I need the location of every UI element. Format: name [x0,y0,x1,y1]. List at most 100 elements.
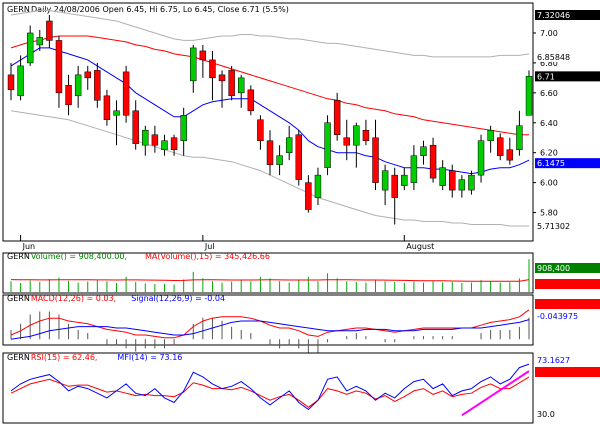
price-tag-0-bg [535,10,600,20]
candle-9 [94,62,101,108]
candle-body-39 [381,170,389,191]
price-tag-4-text: 5.71302 [537,222,570,231]
candle-body-4 [46,20,53,41]
candle-34 [333,92,341,141]
candle-body-27 [266,140,274,165]
candle-body-52 [506,149,514,161]
macd-legend-0: GERN [7,294,30,303]
price-header: GERN [7,5,30,14]
candle-46 [449,164,456,198]
rsi-panel [2,352,534,424]
macd-panel [2,294,534,346]
candle-33 [324,115,331,176]
candle-body-1 [17,65,24,97]
price-tag-2: 6.71 [535,71,600,82]
candle-body-37 [362,129,370,141]
rsi-legend-1: - RSI(15) = 62.46, [25,353,97,362]
volume-legend-1: - Volume() = 908,400.00, [25,252,127,261]
price-tag-1-bg [535,51,600,62]
candle-body-38 [372,137,379,183]
candle-0 [7,62,15,101]
price-tick-label-5: 6.00 [540,179,558,188]
macd-tag-1-text: -0.043975 [537,312,578,321]
price-tag-4-bg [535,221,600,232]
rsi-legend-2: MFI(14) = 73.16 [117,353,182,362]
candle-body-20 [199,50,207,61]
rsi-legend-0: GERN [7,353,30,362]
price-tag-2-text: 6.71 [537,72,555,81]
candle-13 [132,100,139,150]
candle-body-18 [180,115,187,141]
candle-body-16 [161,140,168,150]
candle-body-49 [477,140,485,176]
price-tick-label-6: 5.80 [540,209,558,218]
price-header-info: Daily 24/08/2006 Open 6.45, Hi 6.75, Lo … [31,5,289,14]
price-tag-1-text: 6.85848 [537,53,570,62]
x-tick-label-1: Jul [204,242,215,251]
candle-27 [266,130,274,176]
rsi-tag-2-bg [535,409,600,420]
candle-5 [55,35,63,108]
price-tag-3-bg [535,158,600,169]
candle-15 [151,125,159,153]
candle-body-10 [103,95,111,121]
candle-body-0 [7,74,15,91]
candle-body-35 [343,137,350,146]
candle-body-21 [209,59,216,79]
macd-signal-line [10,319,530,340]
candle-body-42 [410,155,418,183]
candle-50 [487,125,494,153]
candle-53 [516,110,523,156]
macd-tag-0-text: 0.028353 [537,300,575,309]
candle-54 [525,70,533,116]
candle-body-43 [420,146,427,156]
candle-body-54 [525,76,533,116]
candle-41 [401,167,408,191]
candle-17 [170,134,178,156]
macd-tag-1-bg [535,311,600,321]
candle-36 [353,122,360,168]
candle-21 [209,50,216,101]
volume-tag-0-text: 908,400 [537,264,570,273]
price-tag-0: 7.32046 [535,10,600,20]
price-tick-label-2: 6.60 [540,89,558,98]
volume-tag-1: 345,426 [535,279,600,289]
candle-8 [84,65,91,90]
price-panel [2,2,534,242]
candle-body-45 [439,167,446,186]
candle-body-51 [496,137,504,156]
candle-35 [343,119,350,161]
price-tag-1: 6.85848 [535,51,600,62]
candle-30 [295,130,303,186]
candle-body-25 [247,89,255,112]
price-tag-3-text: 6.1475 [537,159,565,168]
candle-48 [468,170,475,195]
volume-tag-0: 908,400 [535,263,600,273]
candle-2 [26,25,34,66]
candle-52 [506,137,514,165]
price-tag-4: 5.71302 [535,221,600,232]
candle-body-36 [353,125,360,146]
candle-39 [381,164,389,206]
macd-tag-1: -0.043975 [535,311,600,321]
price-tag-2-bg [535,71,600,82]
candle-body-13 [132,110,139,144]
price-tag-0-text: 7.32046 [537,11,570,20]
rsi-tag-1-text: 62.4587 [537,368,570,377]
volume-tag-0-bg [535,263,600,273]
candle-14 [142,125,149,156]
mfi-line [10,363,530,411]
candle-45 [439,160,446,191]
candle-body-40 [391,174,398,198]
candle-body-14 [142,129,149,146]
candle-body-47 [458,179,466,191]
rsi-line [10,376,530,408]
candle-body-44 [429,144,437,179]
x-tick-label-2: August [406,242,434,251]
candle-body-50 [487,129,494,141]
candle-body-48 [468,174,475,191]
rsi-tag-0-text: 73.1627 [537,356,570,365]
candle-1 [17,55,24,101]
candle-body-3 [36,37,44,46]
candle-49 [477,134,485,183]
